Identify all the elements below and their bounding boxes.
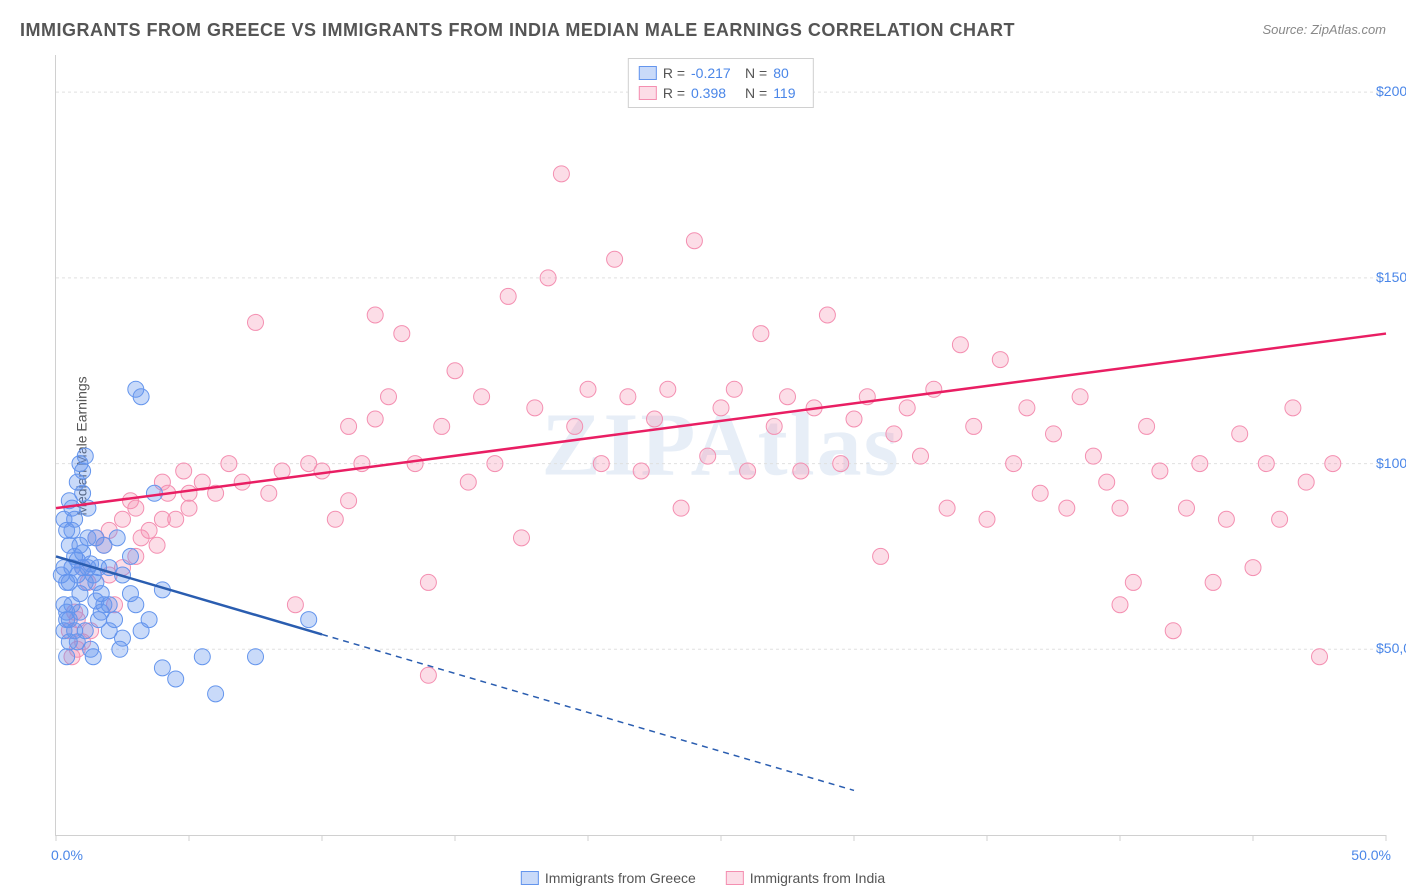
correlation-stats-box: R = -0.217 N = 80 R = 0.398 N = 119 bbox=[628, 58, 814, 108]
y-tick-label: $150,000 bbox=[1376, 269, 1406, 285]
y-tick-label: $200,000 bbox=[1376, 83, 1406, 99]
swatch-blue bbox=[521, 871, 539, 885]
n-value-pink: 119 bbox=[773, 83, 803, 103]
r-value-pink: 0.398 bbox=[691, 83, 739, 103]
r-label: R = bbox=[663, 83, 685, 103]
legend-label-blue: Immigrants from Greece bbox=[545, 870, 696, 886]
swatch-pink bbox=[639, 86, 657, 100]
legend: Immigrants from Greece Immigrants from I… bbox=[521, 870, 885, 886]
legend-item-pink: Immigrants from India bbox=[726, 870, 885, 886]
legend-item-blue: Immigrants from Greece bbox=[521, 870, 696, 886]
x-tick-max: 50.0% bbox=[1351, 847, 1391, 863]
n-label: N = bbox=[745, 83, 767, 103]
chart-title: IMMIGRANTS FROM GREECE VS IMMIGRANTS FRO… bbox=[20, 20, 1015, 41]
stats-row-series2: R = 0.398 N = 119 bbox=[639, 83, 803, 103]
r-value-blue: -0.217 bbox=[691, 63, 739, 83]
swatch-pink bbox=[726, 871, 744, 885]
x-tick-min: 0.0% bbox=[51, 847, 83, 863]
n-label: N = bbox=[745, 63, 767, 83]
y-tick-label: $100,000 bbox=[1376, 455, 1406, 471]
source-attribution: Source: ZipAtlas.com bbox=[1262, 22, 1386, 37]
stats-row-series1: R = -0.217 N = 80 bbox=[639, 63, 803, 83]
n-value-blue: 80 bbox=[773, 63, 803, 83]
legend-label-pink: Immigrants from India bbox=[750, 870, 885, 886]
y-tick-label: $50,000 bbox=[1376, 640, 1406, 656]
r-label: R = bbox=[663, 63, 685, 83]
swatch-blue bbox=[639, 66, 657, 80]
scatter-plot-svg bbox=[56, 55, 1386, 835]
plot-area: ZIPAtlas R = -0.217 N = 80 R = 0.398 N =… bbox=[55, 55, 1386, 836]
